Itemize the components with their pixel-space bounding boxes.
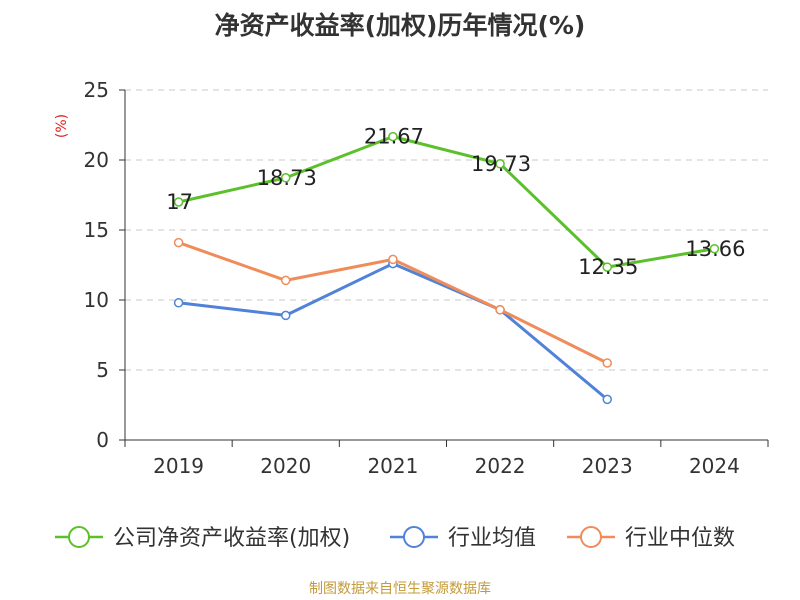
data-point: [388, 254, 398, 265]
x-tick-label: 2023: [582, 454, 633, 478]
grid-lines: [125, 89, 768, 371]
data-label: 19.73: [471, 152, 531, 176]
x-tick-label: 2021: [367, 454, 418, 478]
series-group: [173, 131, 720, 405]
legend-label: 行业中位数: [625, 526, 735, 551]
y-tick-label: 25: [84, 78, 109, 102]
data-label: 13.66: [685, 237, 745, 261]
data-point: [495, 159, 505, 169]
data-point: [173, 298, 184, 308]
series-line-0: [178, 135, 715, 269]
data-point: [173, 237, 184, 248]
data-point: [495, 305, 505, 315]
legend-label: 公司净资产收益率(加权): [113, 526, 350, 551]
x-tick-label: 2020: [260, 454, 311, 478]
y-tick-label: 15: [84, 218, 109, 242]
legend-label: 行业均值: [448, 526, 536, 551]
data-point: [602, 262, 612, 272]
data-point: [602, 358, 612, 368]
data-point: [281, 310, 291, 321]
data-label: 18.73: [257, 166, 317, 190]
y-tick-label: 10: [84, 288, 109, 312]
legend-item-2[interactable]: 行业中位数: [567, 526, 735, 551]
legend-marker: [403, 526, 425, 548]
legend-item-1[interactable]: 行业均值: [390, 526, 536, 551]
x-tick-label: 2019: [153, 454, 204, 478]
data-labels: 17 18.73 21.67 19.73 12.35 13.66: [166, 125, 745, 279]
x-tick-label: 2024: [689, 454, 740, 478]
legend-marker: [68, 526, 90, 548]
legend-marker: [580, 526, 602, 548]
source-note: 制图数据来自恒生聚源数据库: [309, 581, 491, 597]
data-point: [709, 244, 720, 254]
legend-item-0[interactable]: 公司净资产收益率(加权): [55, 526, 350, 551]
data-point: [281, 275, 291, 286]
data-point: [602, 394, 612, 405]
chart-title: 净资产收益率(加权)历年情况(%): [214, 11, 586, 40]
data-label: 12.35: [578, 255, 638, 279]
data-point: [281, 173, 291, 183]
y-tick-label: 20: [84, 148, 109, 172]
y-tick-label: 5: [96, 358, 109, 382]
axes: 0 5 10 15 20 25 (%) 2019 2020 2021 2022 2023 2024: [54, 78, 769, 478]
x-tick-label: 2022: [475, 454, 526, 478]
legend[interactable]: 公司净资产收益率(加权) 行业均值 行业中位数: [55, 526, 735, 551]
data-label: 17: [166, 190, 193, 214]
y-axis-label: (%): [54, 114, 70, 138]
y-tick-label: 0: [96, 428, 109, 452]
data-point: [388, 131, 398, 142]
data-point: [173, 197, 184, 207]
data-label: 21.67: [364, 125, 424, 149]
